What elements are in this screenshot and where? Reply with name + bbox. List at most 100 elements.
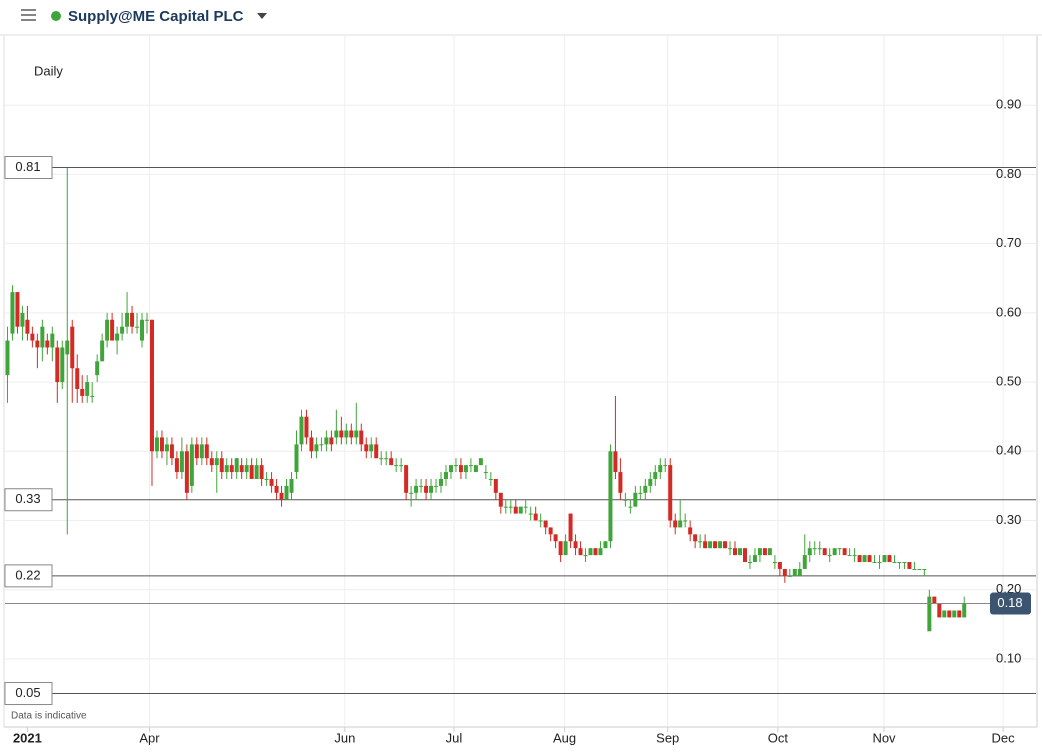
candle-body xyxy=(75,368,80,389)
candle-body xyxy=(369,444,374,452)
dropdown-caret[interactable] xyxy=(257,13,267,19)
candle-body xyxy=(693,534,698,542)
candle-body xyxy=(224,465,229,473)
candle-body xyxy=(553,534,558,542)
level-box xyxy=(4,564,53,588)
candle-body xyxy=(125,312,130,327)
candle-body xyxy=(867,555,872,563)
candle-body xyxy=(159,437,164,452)
candle-body xyxy=(364,444,369,452)
candle-body xyxy=(209,458,214,466)
candle-body xyxy=(145,319,150,321)
candle-body xyxy=(842,548,847,556)
candle-body xyxy=(319,444,324,446)
x-tick-label: Oct xyxy=(768,730,789,745)
candle-body xyxy=(399,465,404,467)
candle-body xyxy=(204,444,209,459)
candle-body xyxy=(130,312,135,327)
candle-body xyxy=(952,610,957,618)
candle-body xyxy=(110,319,115,341)
candle-body xyxy=(728,548,733,550)
candle-body xyxy=(907,562,912,569)
menu-button[interactable] xyxy=(21,9,36,21)
candle-body xyxy=(239,465,244,473)
candle-body xyxy=(802,555,807,569)
candle-body xyxy=(458,465,463,473)
candle-body xyxy=(254,465,259,479)
candle-body xyxy=(394,465,399,467)
candle-body xyxy=(912,568,917,570)
candle-body xyxy=(135,326,140,328)
candle-body xyxy=(573,541,578,549)
candle-body xyxy=(583,555,588,557)
candle-body xyxy=(439,478,444,486)
candle-body xyxy=(548,527,553,535)
candle-body xyxy=(862,555,867,563)
candle-body xyxy=(708,541,713,549)
candle-body xyxy=(35,340,40,348)
candle-body xyxy=(628,506,633,508)
candle-body xyxy=(678,520,683,528)
candle-body xyxy=(314,444,319,452)
candle-body xyxy=(503,506,508,508)
candle-body xyxy=(937,603,942,618)
candle-body xyxy=(638,492,643,494)
candle-body xyxy=(244,465,249,473)
candle-body xyxy=(568,513,573,542)
candle-body xyxy=(718,541,723,549)
candle-body xyxy=(618,472,623,493)
candle-body xyxy=(752,555,757,563)
candle-body xyxy=(533,513,538,521)
candle-body xyxy=(762,548,767,556)
candle-body xyxy=(857,555,862,563)
candle-body xyxy=(927,596,932,632)
candle-body xyxy=(309,437,314,452)
candle-body xyxy=(15,292,20,327)
candle-body xyxy=(747,562,752,564)
candle-body xyxy=(488,478,493,480)
last-price-label: 0.18 xyxy=(997,595,1022,610)
candle-body xyxy=(409,492,414,494)
candle-body xyxy=(264,478,269,480)
candle-body xyxy=(807,548,812,556)
candle-body xyxy=(648,478,653,486)
status-dot xyxy=(51,11,61,21)
x-tick-label: Nov xyxy=(872,730,896,745)
candle-body xyxy=(892,562,897,564)
candle-body xyxy=(623,499,628,501)
candle-body xyxy=(922,568,927,570)
candle-body xyxy=(523,506,528,508)
candle-body xyxy=(55,347,60,383)
candle-body xyxy=(713,541,718,549)
candle-body xyxy=(154,437,159,452)
level-label: 0.33 xyxy=(15,491,40,506)
candle-body xyxy=(120,326,125,334)
candle-body xyxy=(737,548,742,556)
candle-body xyxy=(777,562,782,569)
candle-body xyxy=(832,548,837,556)
candle-body xyxy=(100,340,105,362)
interval-label: Daily xyxy=(34,63,63,78)
candle-body xyxy=(434,485,439,487)
y-tick-label: 0.70 xyxy=(996,235,1021,250)
candle-body xyxy=(767,548,772,556)
candle-body xyxy=(872,562,877,564)
candle-body xyxy=(742,548,747,563)
candle-body xyxy=(887,555,892,563)
candle-body xyxy=(538,520,543,522)
candle-body xyxy=(787,575,792,577)
candle-body xyxy=(95,361,100,376)
instrument-name[interactable]: Supply@ME Capital PLC xyxy=(68,8,244,25)
level-label: 0.05 xyxy=(15,685,40,700)
candle-body xyxy=(419,485,424,487)
candle-body xyxy=(962,603,967,618)
candle-body xyxy=(792,568,797,576)
candle-body xyxy=(359,430,364,445)
candle-body xyxy=(473,465,478,473)
candle-body xyxy=(294,444,299,473)
candle-body xyxy=(653,472,658,479)
candle-body xyxy=(817,548,822,550)
candle-body xyxy=(463,465,468,473)
candle-body xyxy=(703,541,708,549)
